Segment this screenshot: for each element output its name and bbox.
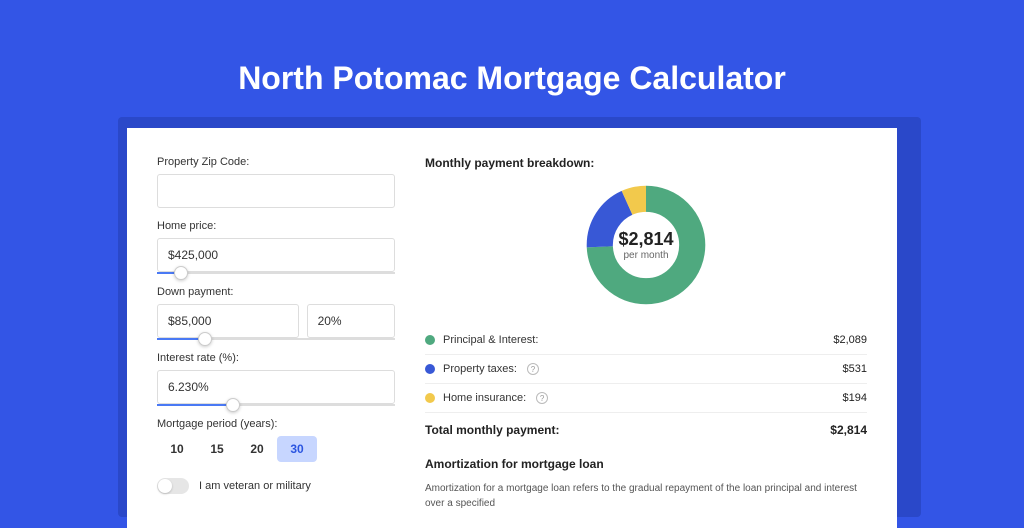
- legend-row-tax: Property taxes: ? $531: [425, 355, 867, 384]
- interest-field: Interest rate (%):: [157, 352, 395, 406]
- home-price-input[interactable]: [157, 238, 395, 272]
- down-payment-slider[interactable]: [157, 338, 395, 340]
- info-icon[interactable]: ?: [536, 392, 548, 404]
- home-price-slider-thumb[interactable]: [174, 266, 188, 280]
- legend-label-pi: Principal & Interest:: [443, 334, 538, 346]
- legend-label-ins: Home insurance:: [443, 392, 526, 404]
- down-payment-pct-input[interactable]: [307, 304, 395, 338]
- zip-label: Property Zip Code:: [157, 156, 395, 168]
- amortization-title: Amortization for mortgage loan: [425, 457, 867, 471]
- dot-pi: [425, 335, 435, 345]
- calculator-card: Property Zip Code: Home price: Down paym…: [127, 128, 897, 528]
- breakdown-title: Monthly payment breakdown:: [425, 156, 867, 170]
- home-price-slider[interactable]: [157, 272, 395, 274]
- down-payment-input[interactable]: [157, 304, 299, 338]
- total-label: Total monthly payment:: [425, 423, 559, 437]
- interest-slider[interactable]: [157, 404, 395, 406]
- veteran-label: I am veteran or military: [199, 480, 311, 492]
- legend-value-pi: $2,089: [833, 334, 867, 346]
- inputs-column: Property Zip Code: Home price: Down paym…: [157, 156, 395, 528]
- veteran-toggle[interactable]: [157, 478, 189, 494]
- period-label: Mortgage period (years):: [157, 418, 395, 430]
- donut-sub: per month: [623, 250, 668, 261]
- zip-field: Property Zip Code:: [157, 156, 395, 208]
- home-price-label: Home price:: [157, 220, 395, 232]
- legend-value-ins: $194: [843, 392, 867, 404]
- down-payment-field: Down payment:: [157, 286, 395, 340]
- page-title: North Potomac Mortgage Calculator: [0, 0, 1024, 127]
- veteran-toggle-knob: [158, 479, 172, 493]
- period-field: Mortgage period (years): 10 15 20 30: [157, 418, 395, 462]
- legend-value-tax: $531: [843, 363, 867, 375]
- dot-ins: [425, 393, 435, 403]
- donut-center: $2,814 per month: [585, 184, 707, 306]
- period-option-15[interactable]: 15: [197, 436, 237, 462]
- period-option-20[interactable]: 20: [237, 436, 277, 462]
- donut-chart-wrap: $2,814 per month: [425, 184, 867, 306]
- total-value: $2,814: [830, 423, 867, 437]
- home-price-field: Home price:: [157, 220, 395, 274]
- info-icon[interactable]: ?: [527, 363, 539, 375]
- interest-label: Interest rate (%):: [157, 352, 395, 364]
- amortization-text: Amortization for a mortgage loan refers …: [425, 481, 867, 511]
- down-payment-slider-thumb[interactable]: [198, 332, 212, 346]
- period-option-30[interactable]: 30: [277, 436, 317, 462]
- interest-input[interactable]: [157, 370, 395, 404]
- donut-chart: $2,814 per month: [585, 184, 707, 306]
- zip-input[interactable]: [157, 174, 395, 208]
- veteran-row: I am veteran or military: [157, 478, 395, 494]
- period-options: 10 15 20 30: [157, 436, 395, 462]
- down-payment-label: Down payment:: [157, 286, 395, 298]
- interest-slider-thumb[interactable]: [226, 398, 240, 412]
- breakdown-column: Monthly payment breakdown: $2,814 per mo…: [425, 156, 867, 528]
- donut-amount: $2,814: [618, 229, 673, 250]
- dot-tax: [425, 364, 435, 374]
- legend-label-tax: Property taxes:: [443, 363, 517, 375]
- legend-row-ins: Home insurance: ? $194: [425, 384, 867, 413]
- period-option-10[interactable]: 10: [157, 436, 197, 462]
- total-row: Total monthly payment: $2,814: [425, 413, 867, 451]
- legend-row-pi: Principal & Interest: $2,089: [425, 326, 867, 355]
